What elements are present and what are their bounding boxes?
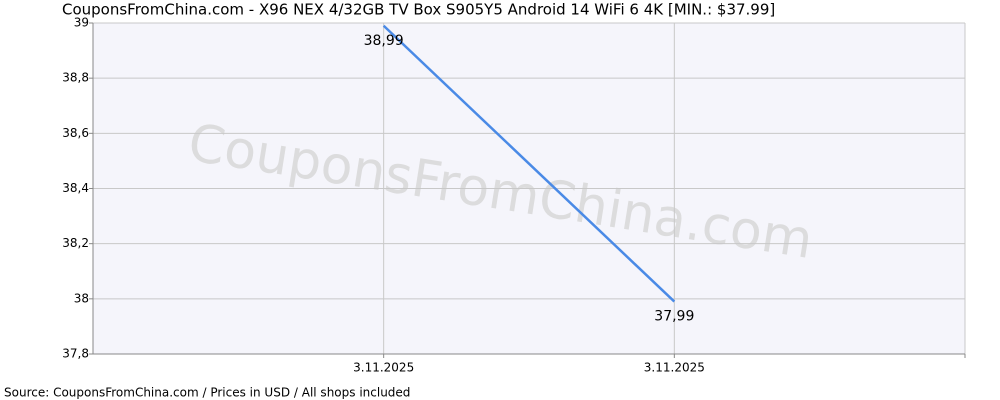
y-tick-label: 38	[74, 291, 89, 305]
chart-title: CouponsFromChina.com - X96 NEX 4/32GB TV…	[62, 1, 775, 19]
y-tick-label: 38,2	[62, 236, 89, 250]
x-tick-label: 3.11.2025	[644, 361, 705, 375]
y-tick-label: 38,4	[62, 181, 89, 195]
y-tick-label: 37,8	[62, 347, 89, 361]
y-tick-label: 38,8	[62, 71, 89, 85]
price-line	[382, 24, 676, 303]
footer: Source: CouponsFromChina.com / Prices in…	[4, 386, 410, 400]
x-tick-label: 3.11.2025	[353, 361, 414, 375]
y-tick-label: 38,6	[62, 126, 89, 140]
value-label: 37,99	[654, 309, 694, 325]
value-label: 38,99	[364, 33, 404, 49]
y-tick-label: 39	[74, 16, 89, 30]
